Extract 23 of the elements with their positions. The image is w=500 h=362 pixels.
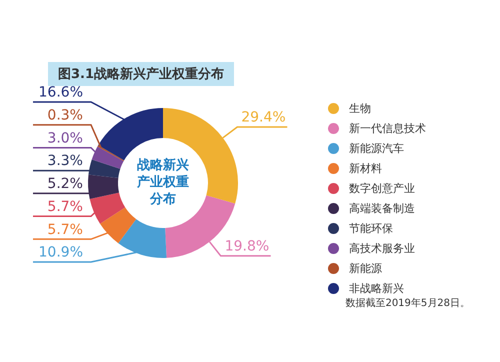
legend-label: 新一代信息技术	[349, 120, 426, 136]
data-label: 5.2%	[47, 176, 83, 192]
data-label: 3.3%	[47, 153, 83, 170]
chart-title: 图3.1战略新兴产业权重分布	[48, 62, 234, 86]
legend-label: 非战略新兴	[349, 280, 404, 296]
data-label: 16.6%	[38, 84, 83, 101]
text: 数据截至2019年5月28日。	[345, 296, 470, 310]
legend-label: 新能源	[349, 260, 382, 276]
legend-label: 节能环保	[349, 220, 393, 236]
data-label: 19.8%	[224, 238, 270, 255]
legend-label: 高端装备制造	[349, 200, 415, 216]
data-label: 5.7%	[47, 198, 83, 215]
legend-label: 生物	[349, 100, 371, 116]
data-label: 5.7%	[47, 222, 83, 238]
legend-label: 新能源汽车	[349, 140, 404, 156]
data-label: 3.0%	[47, 130, 83, 146]
legend-label: 新材料	[349, 160, 382, 176]
legend-label: 高技术服务业	[349, 240, 415, 256]
text: 战略新兴产业权重分布	[136, 157, 190, 208]
data-label: 0.3%	[47, 108, 83, 124]
data-label: 10.9%	[38, 244, 83, 261]
data-label: 29.4%	[241, 110, 286, 126]
legend-label: 数字创意产业	[349, 180, 415, 196]
